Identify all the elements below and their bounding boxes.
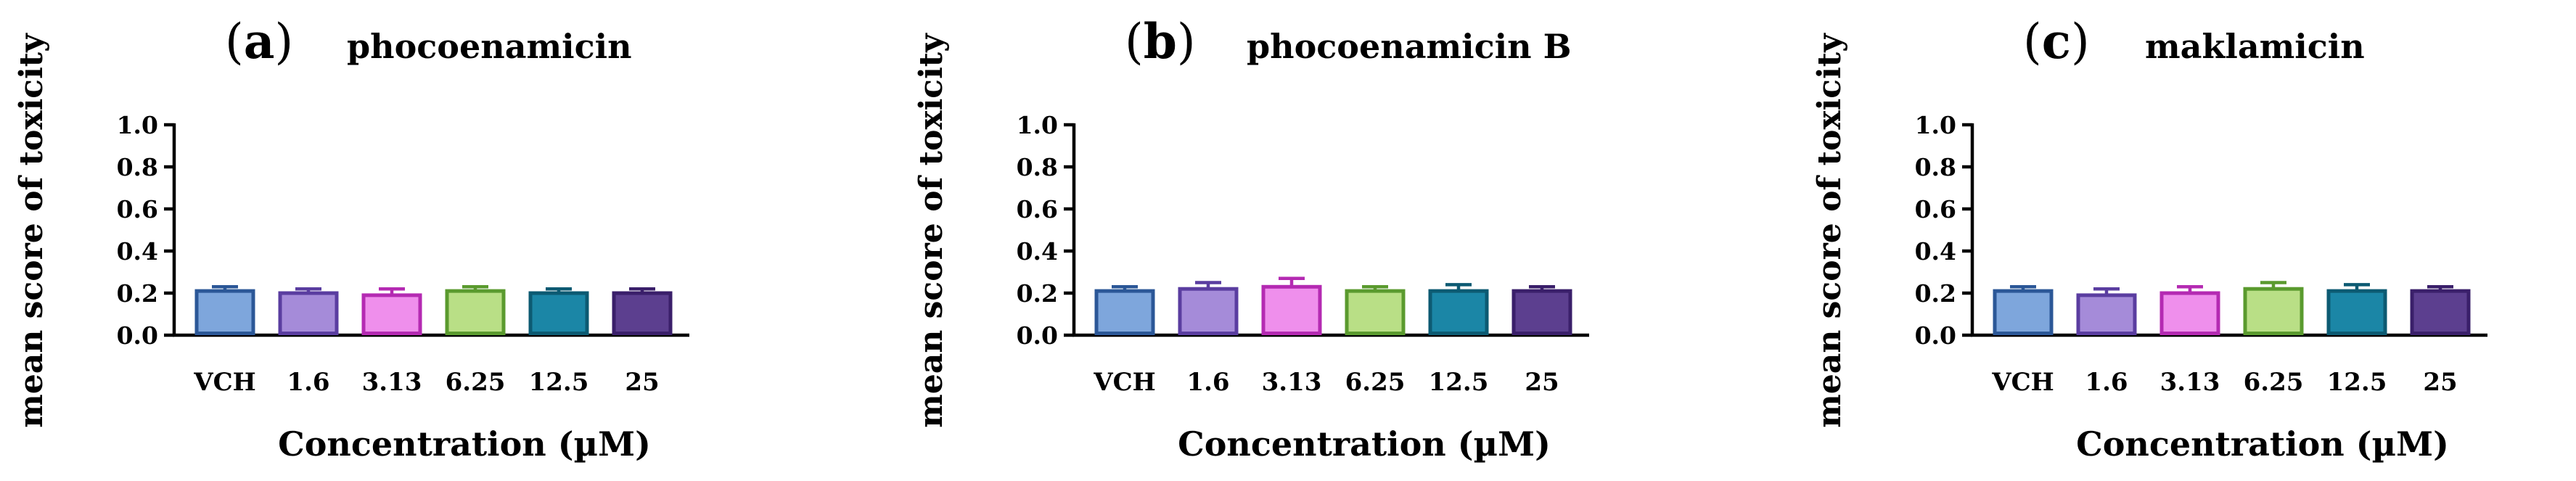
bar-12-5 — [2326, 289, 2387, 336]
panel-letter: (c) — [2023, 13, 2090, 70]
x-tick-label: 1.6 — [287, 368, 329, 397]
bar-3-13 — [2159, 291, 2220, 335]
bar-25 — [1511, 289, 1572, 336]
panel-c: (c) maklamicin mean score of toxicity 0.0 0.… — [1811, 13, 2487, 464]
y-tick-label: 0.0 — [1915, 321, 1956, 350]
panel-letter: (b) — [1125, 13, 1196, 70]
bar-vch — [194, 289, 255, 336]
x-tick-label: 12.5 — [2327, 368, 2387, 397]
x-tick-label: 1.6 — [1186, 368, 1229, 397]
bar-3-13 — [1261, 284, 1322, 335]
bar-12-5 — [528, 291, 589, 335]
panel-letter-open: ( — [1125, 14, 1144, 70]
bar-25 — [2410, 289, 2471, 336]
x-tick-label: 6.25 — [2244, 368, 2304, 397]
bar-6-25 — [2243, 287, 2304, 336]
panel-letter-open: ( — [2023, 14, 2042, 70]
x-tick-label: 25 — [625, 368, 659, 397]
panel-letter-char: a — [244, 13, 275, 70]
y-axis-label: mean score of toxicity — [13, 33, 50, 428]
x-tick-label: 25 — [1525, 368, 1559, 397]
bar-6-25 — [445, 289, 506, 336]
panel-letter-char: b — [1144, 13, 1177, 70]
y-tick-label: 0.8 — [1915, 153, 1956, 181]
bar-vch — [1993, 289, 2054, 336]
bar-1-6 — [1178, 287, 1239, 336]
y-tick-label: 0.0 — [117, 321, 158, 350]
x-tick-label: 6.25 — [446, 368, 506, 397]
x-axis-label: Concentration (µM) — [278, 424, 651, 464]
y-tick-label: 0.6 — [117, 195, 158, 223]
x-tick-label: 6.25 — [1345, 368, 1406, 397]
x-tick-label: 3.13 — [362, 368, 422, 397]
x-tick-label: 12.5 — [1429, 368, 1489, 397]
y-tick-label: 1.0 — [117, 111, 158, 139]
panel-a: (a) phocoenamicin mean score of toxicity 0.… — [13, 13, 689, 464]
bar-6-25 — [1345, 289, 1406, 336]
y-tick-label: 0.6 — [1915, 195, 1956, 223]
y-tick-label: 0.8 — [1017, 153, 1058, 181]
x-tick-label: VCH — [1093, 368, 1156, 397]
bar-1-6 — [2076, 293, 2137, 335]
bar-25 — [612, 291, 673, 335]
panel-b: (b) phocoenamicin B mean score of toxicity… — [913, 13, 1589, 464]
x-tick-label: 3.13 — [2160, 368, 2220, 397]
y-tick-label: 0.4 — [1017, 237, 1058, 266]
x-tick-label: 3.13 — [1262, 368, 1322, 397]
y-tick-label: 1.0 — [1017, 111, 1058, 139]
x-tick-label: 25 — [2423, 368, 2457, 397]
bar-vch — [1094, 289, 1155, 336]
y-tick-label: 0.6 — [1017, 195, 1058, 223]
x-tick-label: 12.5 — [529, 368, 589, 397]
panel-title: maklamicin — [2145, 27, 2365, 66]
y-tick-label: 0.4 — [1915, 237, 1956, 266]
panel-letter-close: ) — [275, 14, 294, 70]
x-tick-label: VCH — [193, 368, 256, 397]
y-tick-label: 0.2 — [117, 279, 158, 308]
y-tick-label: 0.4 — [117, 237, 158, 266]
panel-letter-open: ( — [225, 14, 244, 70]
y-tick-label: 0.2 — [1915, 279, 1956, 308]
x-tick-label: VCH — [1991, 368, 2054, 397]
panel-letter: (a) — [225, 13, 293, 70]
y-tick-label: 0.0 — [1017, 321, 1058, 350]
bar-12-5 — [1428, 289, 1489, 336]
panel-title: phocoenamicin B — [1247, 27, 1571, 66]
panel-letter-char: c — [2042, 13, 2071, 70]
y-tick-label: 0.2 — [1017, 279, 1058, 308]
panel-letter-close: ) — [2071, 14, 2090, 70]
y-tick-label: 0.8 — [117, 153, 158, 181]
x-tick-label: 1.6 — [2085, 368, 2128, 397]
panel-letter-close: ) — [1177, 14, 1196, 70]
y-tick-label: 1.0 — [1915, 111, 1956, 139]
y-axis-label: mean score of toxicity — [913, 33, 950, 428]
x-axis-label: Concentration (µM) — [1178, 424, 1551, 464]
bar-3-13 — [361, 293, 422, 335]
panel-title: phocoenamicin — [347, 27, 632, 66]
x-axis-label: Concentration (µM) — [2076, 424, 2449, 464]
bar-1-6 — [278, 291, 339, 335]
y-axis-label: mean score of toxicity — [1811, 33, 1848, 428]
